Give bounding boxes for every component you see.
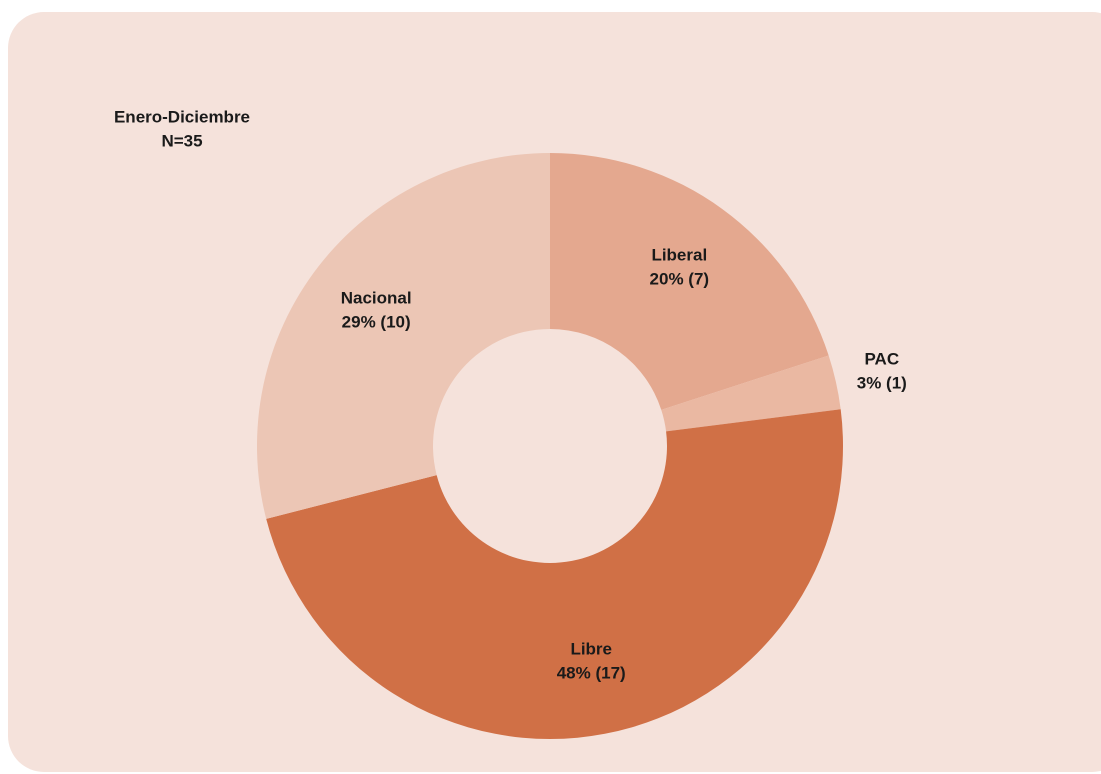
donut-slice bbox=[266, 409, 843, 740]
slice-label: Nacional bbox=[341, 289, 412, 308]
chart-subtitle: N=35 bbox=[161, 131, 202, 150]
donut-slice bbox=[257, 153, 550, 519]
donut-slice bbox=[661, 355, 841, 432]
slice-value-label: 3% (1) bbox=[857, 373, 907, 392]
chart-title: Enero-Diciembre bbox=[114, 107, 250, 126]
slice-value-label: 20% (7) bbox=[650, 270, 710, 289]
slice-label: Libre bbox=[570, 640, 612, 659]
slice-label: PAC bbox=[864, 349, 899, 368]
slice-label: Liberal bbox=[651, 246, 707, 265]
slice-value-label: 29% (10) bbox=[342, 313, 411, 332]
slice-value-label: 48% (17) bbox=[557, 664, 626, 683]
donut-slice bbox=[550, 153, 829, 410]
panel bbox=[8, 12, 1101, 772]
